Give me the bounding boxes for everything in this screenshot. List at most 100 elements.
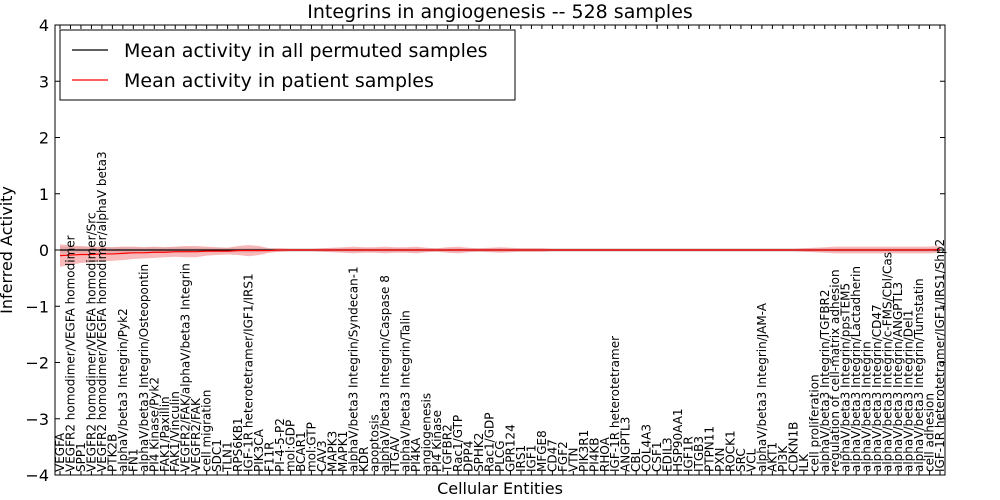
x-category-label: alphaV/beta3 Integrin/CD47 [870,304,884,472]
x-category-label: alphaV/beta3 Integrin/Talin [399,310,413,472]
x-category-label: FGF2 [556,441,570,472]
x-category-label: alphaV/beta3 Integrin/JAM-A [755,302,769,472]
x-category-label: PI3K [776,445,790,472]
x-category-label: PXN [713,448,727,472]
x-category-label: ILK [797,453,811,472]
x-category-label: VEGFR2/FAK [189,397,203,472]
x-category-label: PIK3CA [252,428,266,472]
x-category-label: TLN1 [221,441,235,473]
x-category-label: COL4A3 [640,424,654,472]
x-category-label: alphaV/beta3 Integrin/ppsTEM5 [839,283,853,472]
series-line-1 [59,248,941,257]
x-category-label: IGF-1R heterotetramer [608,336,622,472]
x-category-label: PI4 Kinase [430,410,444,472]
x-category-label: FAK1/Vinculin [168,391,182,472]
x-category-label: ROCK1 [723,430,737,472]
x-category-label: cell migration [200,390,214,472]
x-category-label: PTPN11 [703,426,717,472]
x-category-label: SRC [734,448,748,472]
y-tick-label: 0 [39,241,49,260]
x-category-label: VEGFR2/FAK/alphaV/beta3 Integrin [179,263,193,472]
x-category-label: GPR124 [503,424,517,472]
x-category-label: VTN [566,447,580,472]
y-tick-label: −3 [25,410,49,429]
x-category-label: PI4KB [587,437,601,472]
x-category-label: PIK3R1 [577,430,591,472]
x-category-label: alphaV/beta3 Integrin/Lactadherin [849,266,863,472]
x-category-label: RHOA [598,436,612,472]
x-category-label: alphaV/beta3 Integrin/c-FMS/Cbl/Cas [881,252,895,472]
y-axis: −4 −3 −2 −1 0 1 2 3 4 [25,16,945,485]
x-category-label: CDKN1B [786,422,800,472]
y-tick-label: −1 [25,297,49,316]
x-category-label: VEGFR2 homodimer/VEGFA homodimer/Src [84,212,98,472]
x-category-label: RPS6KB1 [231,417,245,472]
x-category-label: angiogenesis [420,393,434,472]
x-category-label: IGF-1R heterotetramer/IGF1/IRS1 [242,273,256,472]
y-tick-label: −2 [25,354,49,373]
x-category-label: alphaV/beta3 Integrin/TGFBR2 [818,289,832,472]
x-category-label: alphaV/beta3 Integrin/Tumstatin [912,278,926,472]
x-category-label: VCL [744,448,758,472]
legend-label-permuted: Mean activity in all permuted samples [124,40,487,62]
x-category-label: CSF1 [650,441,664,472]
x-category-label: SDC1 [210,439,224,472]
y-tick-label: 2 [39,129,49,148]
x-category-label: IRS1 [514,445,528,472]
x-category-label: F11R [263,441,277,472]
x-category-label: ITGB3 [692,436,706,472]
x-category-label: BCAR1 [294,431,308,472]
x-category-label: MFGE8 [535,430,549,472]
chart-title: Integrins in angiogenesis -- 528 samples [307,1,693,23]
x-category-label: EDIL3 [661,437,675,472]
x-category-label: AKT1 [765,442,779,472]
x-category-label: regulation of cell-matrix adhesion [828,269,842,472]
x-category-label: PI4 Kinase/Pyk2 [147,377,161,472]
x-category-label: IGF1R [682,436,696,472]
x-category-label: PTK2B [105,434,119,472]
y-axis-label: Inferred Activity [0,186,16,314]
y-tick-label: 1 [39,185,49,204]
x-category-label: IGF-1R heterotetramer/IGF1/IRS1/Shp2 [933,239,947,472]
x-category-label: mol:GDP [283,420,297,472]
x-category-label: FAK1/Paxillin [158,396,172,472]
x-category-label: VEGFA [53,432,67,472]
x-category-label: alphaV/beta3 Integrin/Del1 [902,310,916,472]
x-category-label: alphaV/beta3 Integrin/Syndecan-1 [346,266,360,472]
x-category-label: alphaV/beta3 Integrin/Caspase 8 [378,275,392,472]
x-category-label: alphaV/beta3 Integrin/Pyk2 [116,308,130,472]
x-category-label: VEGFR2 homodimer/VEGFA homodimer/alphaV … [95,151,109,472]
x-category-label: KDR [357,447,371,472]
x-category-label: VEGFR2 homodimer/VEGFA homodimer [63,235,77,472]
x-category-label: CAV3 [315,440,329,472]
x-category-label: CD47 [545,439,559,472]
x-category-label: alphaV/beta3 Integrin/ANGPTL3 [891,282,905,472]
y-tick-label: 4 [39,16,49,35]
x-category-label: DPP4 [462,441,476,472]
x-category-label: alphaV/beta3 Integrin [860,341,874,472]
x-category-label: SPP1 [74,442,88,472]
x-category-label: cell proliferation [807,374,821,472]
x-category-label: MAPK1 [336,431,350,472]
series-lines [59,248,941,257]
x-category-label: Rac1/GTP [451,415,465,472]
y-tick-label: −4 [25,466,49,485]
x-category-label: IGF1 [524,445,538,472]
x-category-label: TGFBR2 [441,424,455,473]
x-category-label: MAPK3 [325,431,339,472]
y-tick-label: 3 [39,72,49,91]
x-category-label: mol:GTP [304,422,318,472]
x-category-label: apoptosis [367,414,381,472]
x-category-label: ITGAV [388,435,402,472]
x-category-label: PLCG [493,440,507,472]
x-category-label: PI4KA [409,437,423,472]
x-category-label: HSP90AA1 [671,408,685,472]
legend: Mean activity in all permuted samples Me… [59,29,516,101]
legend-label-patient: Mean activity in patient samples [124,70,434,92]
x-category-label: alphaV/beta3 Integrin/Osteopontin [137,264,151,472]
x-category-label: SPHK2 [472,433,486,472]
legend-box [59,29,516,101]
x-category-label: cell adhesion [923,393,937,472]
